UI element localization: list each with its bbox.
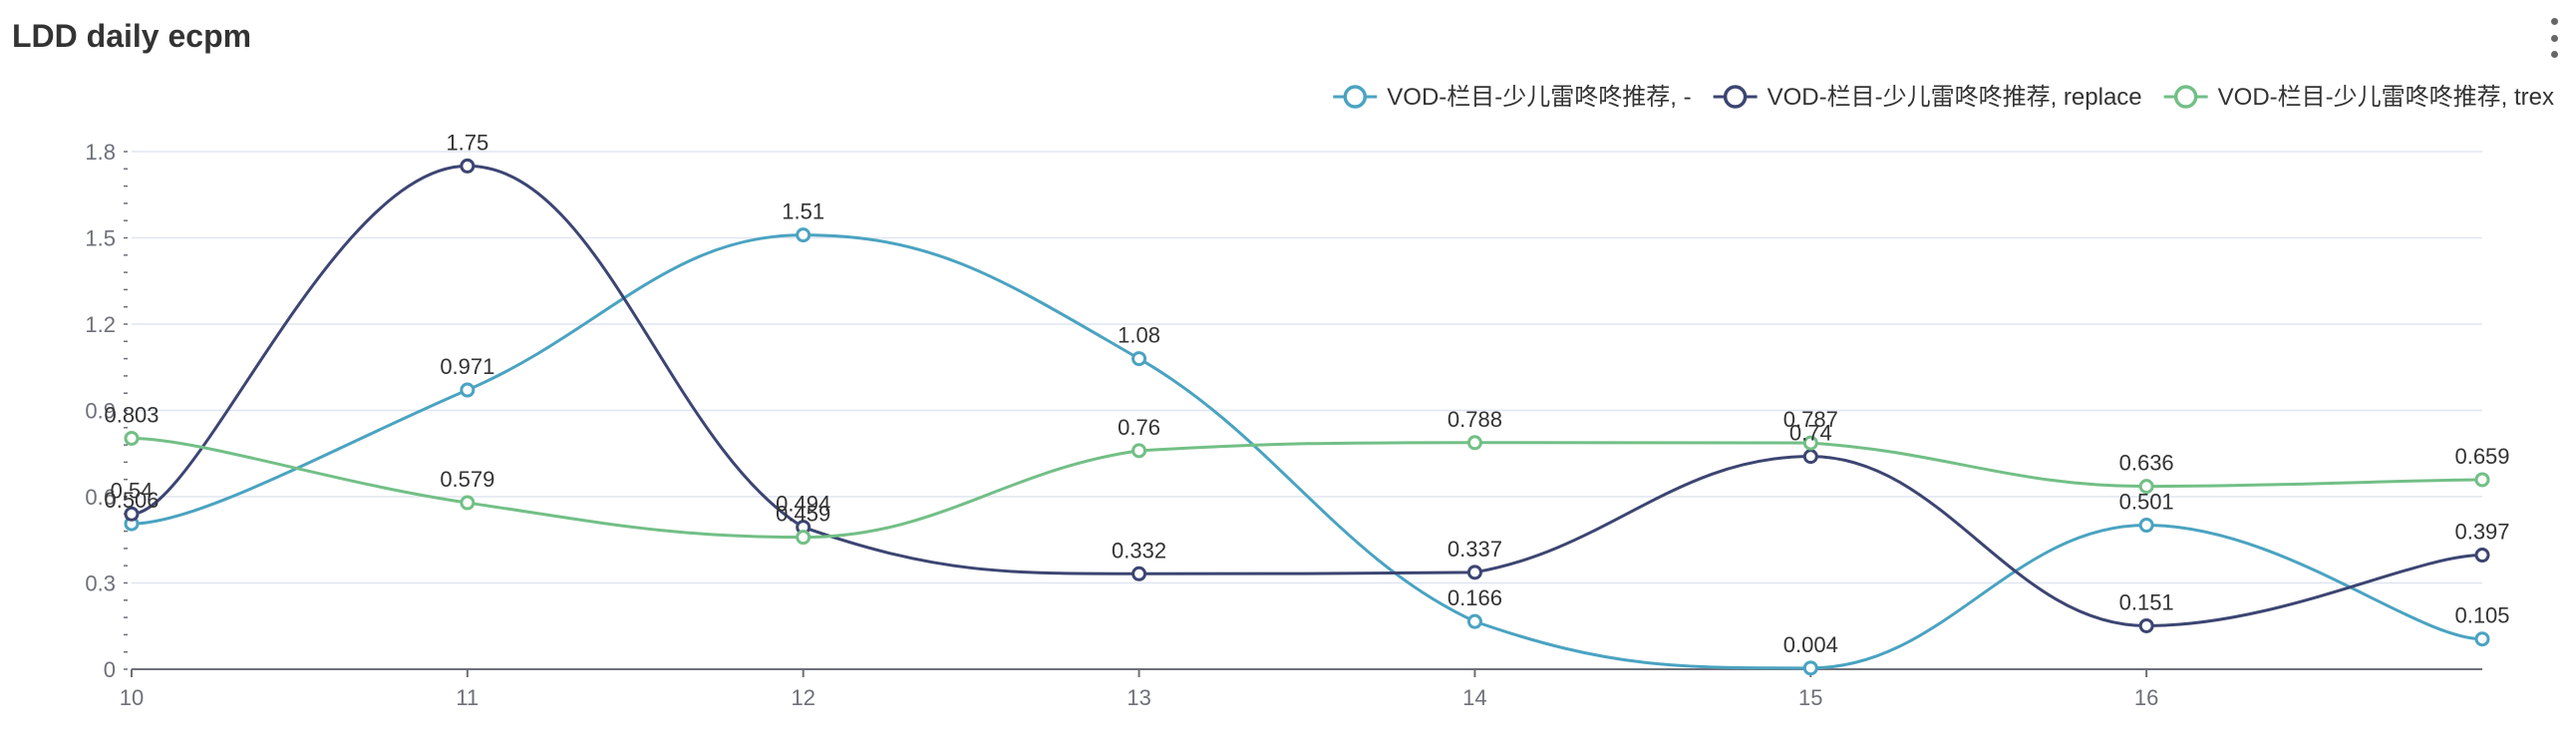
data-point[interactable] (2138, 479, 2154, 495)
menu-dot (2550, 51, 2558, 58)
data-point[interactable] (124, 506, 140, 522)
data-label: 1.08 (1118, 323, 1160, 348)
data-label: 0.105 (2454, 603, 2509, 628)
data-label: 0.54 (111, 478, 154, 503)
chart-title: LDD daily ecpm (12, 18, 252, 54)
data-label: 0.788 (1448, 407, 1502, 432)
data-point[interactable] (124, 430, 140, 446)
legend-item[interactable]: VOD-栏目-少儿雷咚咚推荐, replace (1713, 84, 2142, 111)
data-point[interactable] (1131, 443, 1147, 459)
data-label: 0.494 (776, 492, 830, 517)
x-tick-label: 10 (120, 685, 144, 710)
data-label: 0.337 (1448, 537, 1502, 562)
data-label: 0.166 (1448, 585, 1502, 610)
y-tick-label: 1.5 (85, 226, 116, 251)
more-vertical-icon[interactable] (2544, 18, 2564, 58)
data-point[interactable] (460, 495, 476, 511)
data-point[interactable] (1131, 351, 1147, 367)
y-tick-label: 0.6 (85, 485, 116, 510)
data-point[interactable] (460, 382, 476, 398)
x-tick-label: 15 (1798, 685, 1822, 710)
data-point[interactable] (1802, 449, 1818, 465)
data-point[interactable] (1466, 435, 1482, 451)
menu-dot (2550, 34, 2558, 42)
data-label: 0.803 (104, 402, 159, 427)
data-point[interactable] (460, 158, 476, 174)
legend: VOD-栏目-少儿雷咚咚推荐, - VOD-栏目-少儿雷咚咚推荐, replace… (1333, 84, 2554, 111)
data-label: 0.579 (440, 467, 494, 492)
series-layer (124, 158, 2490, 676)
data-point[interactable] (2474, 631, 2490, 647)
data-point[interactable] (796, 227, 811, 243)
legend-label: VOD-栏目-少儿雷咚咚推荐, - (1387, 84, 1691, 111)
data-label: 0.74 (1789, 421, 1832, 446)
data-label: 0.76 (1118, 415, 1160, 440)
data-label: 1.75 (446, 130, 488, 155)
menu-dot (2550, 18, 2558, 25)
data-label: 0.636 (2119, 451, 2174, 476)
x-tick-label: 12 (791, 685, 814, 710)
legend-item[interactable]: VOD-栏目-少儿雷咚咚推荐, trex (2163, 84, 2554, 111)
x-tick-label: 13 (1127, 685, 1150, 710)
legend-marker-icon (2173, 85, 2198, 109)
legend-label: VOD-栏目-少儿雷咚咚推荐, trex (2218, 84, 2554, 111)
legend-marker-icon (1723, 85, 1748, 109)
data-point[interactable] (2474, 472, 2490, 488)
y-tick-label: 1.8 (85, 140, 116, 165)
data-label: 0.151 (2119, 589, 2174, 614)
data-label: 0.332 (1112, 538, 1166, 563)
x-tick-label: 11 (456, 685, 479, 710)
series-line (131, 436, 2483, 540)
data-label: 0.501 (2119, 490, 2174, 515)
y-tick-label: 0 (104, 657, 116, 682)
data-label-layer: 0.506 0.971 1.51 1.08 0.166 0.004 0.501 0.105 0.… (104, 130, 2509, 656)
data-point[interactable] (1131, 566, 1147, 581)
data-label: 0.459 (776, 502, 830, 527)
data-label: 0.004 (1783, 632, 1838, 657)
legend-item[interactable]: VOD-栏目-少儿雷咚咚推荐, - (1333, 84, 1692, 111)
data-label: 1.51 (782, 199, 824, 224)
data-label: 0.397 (2454, 520, 2509, 545)
data-label: 0.787 (1783, 407, 1838, 432)
data-point[interactable] (1802, 435, 1818, 451)
x-tick-label: 16 (2134, 685, 2158, 710)
data-point[interactable] (1802, 660, 1818, 676)
legend-label: VOD-栏目-少儿雷咚咚推荐, replace (1768, 84, 2142, 111)
series-line (131, 233, 2483, 670)
data-point[interactable] (2474, 548, 2490, 564)
axis-layer: 0 0.3 0.6 0.9 1.2 1.5 1.8 10 11 12 13 14 15 16 (85, 140, 2482, 710)
data-point[interactable] (2138, 518, 2154, 534)
legend-marker-icon (1343, 85, 1368, 109)
x-tick-label: 14 (1462, 685, 1486, 710)
data-point[interactable] (2138, 617, 2154, 633)
y-tick-label: 0.3 (85, 571, 116, 596)
data-label: 0.971 (440, 354, 494, 379)
data-point[interactable] (796, 530, 811, 546)
data-point[interactable] (1466, 565, 1482, 580)
series-line (131, 164, 2483, 627)
data-label: 0.659 (2454, 444, 2509, 469)
y-tick-label: 1.2 (85, 312, 116, 337)
y-tick-label: 0.9 (85, 399, 116, 424)
data-label: 0.506 (104, 488, 159, 513)
data-point[interactable] (1466, 613, 1482, 629)
